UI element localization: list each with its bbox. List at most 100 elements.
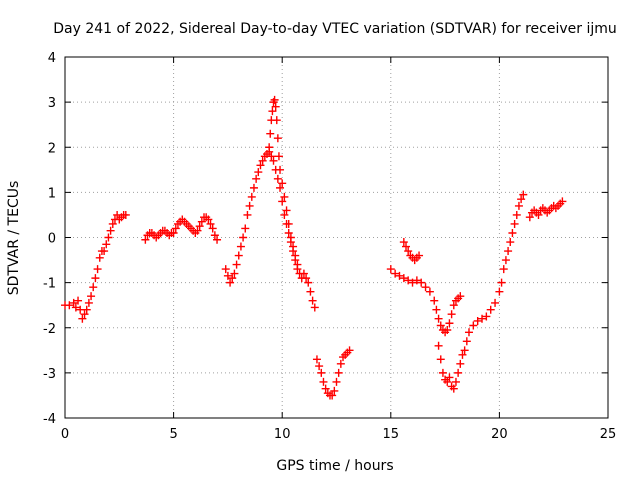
data-point: [69, 298, 78, 307]
data-point: [404, 276, 413, 285]
axis-ticks: [64, 56, 609, 419]
data-point: [204, 215, 213, 224]
data-point: [478, 314, 487, 323]
segment-4: [312, 346, 354, 400]
data-point: [104, 233, 113, 242]
data-point: [456, 292, 465, 301]
data-point: [284, 219, 293, 228]
data-point: [252, 174, 261, 183]
data-point: [458, 350, 467, 359]
data-point: [534, 210, 543, 219]
data-point: [93, 265, 102, 274]
grid-lines: [65, 57, 608, 418]
data-point: [210, 231, 219, 240]
data-point: [436, 321, 445, 330]
y-axis-label: SDTVAR / TECUs: [6, 181, 22, 296]
data-point: [432, 305, 441, 314]
segment-2: [141, 213, 222, 244]
data-point: [330, 386, 339, 395]
data-point: [236, 242, 245, 251]
data-point: [310, 303, 319, 312]
data-point: [321, 384, 330, 393]
data-point: [141, 235, 150, 244]
data-point: [558, 197, 567, 206]
data-point: [308, 296, 317, 305]
data-point: [171, 224, 180, 233]
data-point: [197, 217, 206, 226]
data-point: [87, 292, 96, 301]
data-point: [512, 210, 521, 219]
data-point: [328, 391, 337, 400]
data-point: [268, 107, 277, 116]
plot-frame: [64, 56, 609, 419]
data-point: [249, 183, 258, 192]
data-point: [451, 377, 460, 386]
data-point: [234, 251, 243, 260]
data-point: [232, 260, 241, 269]
data-point: [469, 321, 478, 330]
data-point: [278, 179, 287, 188]
data-point: [241, 224, 250, 233]
data-point: [221, 265, 230, 274]
data-point: [445, 373, 454, 382]
data-point: [408, 278, 417, 287]
data-point: [386, 265, 395, 274]
data-point: [271, 102, 280, 111]
data-point: [499, 265, 508, 274]
data-point: [415, 251, 424, 260]
segment-1: [61, 210, 130, 323]
data-point: [291, 251, 300, 260]
data-point: [169, 228, 178, 237]
data-point: [254, 168, 263, 177]
data-point: [91, 274, 100, 283]
data-point: [299, 269, 308, 278]
data-point: [501, 256, 510, 265]
data-point: [304, 278, 313, 287]
data-point: [412, 276, 421, 285]
y-tick-label: -1: [43, 277, 56, 292]
data-point: [258, 156, 267, 165]
y-tick-label: -2: [43, 322, 56, 337]
y-tick-label: 4: [48, 51, 56, 66]
data-point: [436, 355, 445, 364]
data-point: [332, 377, 341, 386]
segment-5: [386, 265, 465, 337]
y-tick-label: 0: [48, 232, 56, 247]
data-point: [100, 247, 109, 256]
data-point: [276, 165, 285, 174]
data-point: [80, 310, 89, 319]
data-point: [462, 337, 471, 346]
data-point: [430, 296, 439, 305]
data-point: [447, 310, 456, 319]
data-point: [306, 287, 315, 296]
data-point: [278, 197, 287, 206]
x-tick-labels: 0 5 10 15 20 25: [61, 427, 616, 442]
data-point: [334, 368, 343, 377]
data-point: [74, 296, 83, 305]
data-point: [265, 143, 274, 152]
x-tick-label: 10: [274, 427, 291, 442]
data-point: [65, 301, 74, 310]
data-point: [272, 116, 281, 125]
data-point: [302, 274, 311, 283]
data-point: [417, 278, 426, 287]
data-point: [491, 298, 500, 307]
data-point: [404, 247, 413, 256]
data-point: [402, 242, 411, 251]
data-point: [269, 156, 278, 165]
data-point: [399, 238, 408, 247]
x-axis-label: GPS time / hours: [276, 458, 393, 474]
segment-spike: [265, 95, 302, 274]
y-tick-label: 1: [48, 186, 56, 201]
data-point: [228, 274, 237, 283]
data-point: [486, 305, 495, 314]
data-point: [399, 274, 408, 283]
data-point: [243, 210, 252, 219]
data-point: [71, 303, 80, 312]
data-point: [95, 253, 104, 262]
data-point: [284, 228, 293, 237]
y-tick-labels: -4 -3 -2 -1 0 1 2 3 4: [43, 51, 56, 427]
data-point: [193, 226, 202, 235]
data-point: [443, 377, 452, 386]
